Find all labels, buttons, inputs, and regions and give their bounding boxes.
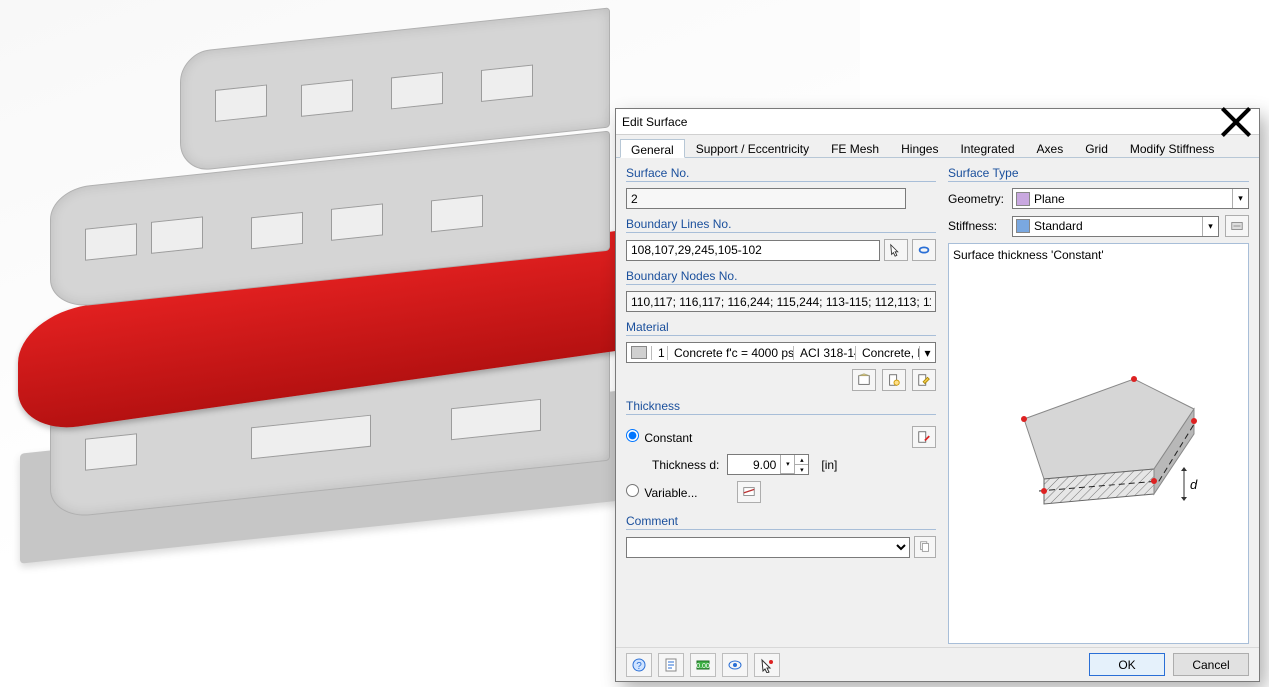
pick-button[interactable] (754, 653, 780, 677)
ok-button[interactable]: OK (1089, 653, 1165, 676)
thickness-d-label: Thickness d: (652, 458, 719, 472)
material-edit-button[interactable] (912, 369, 936, 391)
tab-axes[interactable]: Axes (1026, 138, 1075, 157)
thickness-dropdown-icon[interactable]: ▾ (780, 455, 794, 474)
geometry-dropdown-icon[interactable]: ▾ (1232, 189, 1248, 208)
svg-text:0.00: 0.00 (696, 663, 710, 670)
svg-text:?: ? (636, 661, 642, 672)
material-id: 1 (651, 346, 667, 360)
tab-general[interactable]: General (620, 139, 685, 158)
material-new-button[interactable] (882, 369, 906, 391)
dialog-title: Edit Surface (622, 115, 1219, 129)
geometry-value: Plane (1034, 192, 1232, 206)
svg-text:d: d (1190, 477, 1198, 492)
stiffness-edit-button[interactable] (1225, 215, 1249, 237)
boundary-lines-input[interactable] (626, 240, 880, 261)
label-material: Material (626, 318, 936, 336)
preview-caption: Surface thickness 'Constant' (953, 248, 1244, 262)
dialog-titlebar[interactable]: Edit Surface (616, 109, 1259, 135)
label-surface-type: Surface Type (948, 164, 1249, 182)
units-button[interactable]: 0.00 (690, 653, 716, 677)
select-loop-button[interactable] (912, 239, 936, 261)
dialog-footer: ? 0.00 OK Cancel (616, 647, 1259, 681)
tab-grid[interactable]: Grid (1074, 138, 1119, 157)
boundary-nodes-input[interactable] (626, 291, 936, 312)
surface-no-input[interactable] (626, 188, 906, 209)
thickness-variable-label: Variable... (644, 486, 697, 500)
geometry-swatch-icon (1016, 192, 1030, 206)
tab-integrated[interactable]: Integrated (949, 138, 1025, 157)
material-code: ACI 318-14 (793, 346, 855, 360)
tab-support-ecc[interactable]: Support / Eccentricity (685, 138, 820, 157)
material-category: Concrete, No (855, 346, 919, 360)
thickness-constant-radio[interactable] (626, 429, 639, 442)
pick-lines-button[interactable] (884, 239, 908, 261)
material-select[interactable]: 1 Concrete f'c = 4000 psi ACI 318-14 Con… (626, 342, 936, 363)
label-thickness: Thickness (626, 397, 936, 415)
thickness-constant-label: Constant (644, 431, 692, 445)
stiffness-swatch-icon (1016, 219, 1030, 233)
help-button[interactable]: ? (626, 653, 652, 677)
thickness-value-input[interactable] (728, 455, 780, 474)
label-boundary-nodes: Boundary Nodes No. (626, 267, 936, 285)
thickness-preview: Surface thickness 'Constant' (948, 243, 1249, 644)
tab-modify-stiff[interactable]: Modify Stiffness (1119, 138, 1225, 157)
notes-button[interactable] (658, 653, 684, 677)
thickness-unit: [in] (821, 458, 837, 472)
geometry-select[interactable]: Plane ▾ (1012, 188, 1249, 209)
stiffness-value: Standard (1034, 219, 1202, 233)
close-button[interactable] (1219, 111, 1253, 133)
material-name: Concrete f'c = 4000 psi (667, 346, 793, 360)
dialog-tabs: General Support / Eccentricity FE Mesh H… (616, 135, 1259, 158)
label-comment: Comment (626, 512, 936, 530)
tab-hinges[interactable]: Hinges (890, 138, 949, 157)
stiffness-dropdown-icon[interactable]: ▾ (1202, 217, 1218, 236)
edit-surface-dialog: Edit Surface General Support / Eccentric… (615, 108, 1260, 682)
thickness-variable-edit-button[interactable] (737, 481, 761, 503)
thickness-value-spinner[interactable]: ▾ ▴ ▾ (727, 454, 809, 475)
material-dropdown-icon[interactable]: ▾ (919, 346, 935, 360)
material-library-button[interactable] (852, 369, 876, 391)
tab-fe-mesh[interactable]: FE Mesh (820, 138, 890, 157)
thickness-step-up[interactable]: ▴ (794, 455, 808, 465)
cancel-button[interactable]: Cancel (1173, 653, 1249, 676)
preview-illustration-icon: d (984, 349, 1214, 539)
stiffness-label: Stiffness: (948, 219, 1006, 233)
thickness-variable-radio[interactable] (626, 484, 639, 497)
comment-input[interactable] (626, 537, 910, 558)
visibility-button[interactable] (722, 653, 748, 677)
thickness-pick-button[interactable] (912, 426, 936, 448)
label-surface-no: Surface No. (626, 164, 936, 182)
comment-library-button[interactable] (914, 536, 936, 558)
thickness-step-down[interactable]: ▾ (794, 465, 808, 474)
label-boundary-lines: Boundary Lines No. (626, 215, 936, 233)
material-swatch-icon (631, 346, 647, 359)
stiffness-select[interactable]: Standard ▾ (1012, 216, 1219, 237)
geometry-label: Geometry: (948, 192, 1006, 206)
